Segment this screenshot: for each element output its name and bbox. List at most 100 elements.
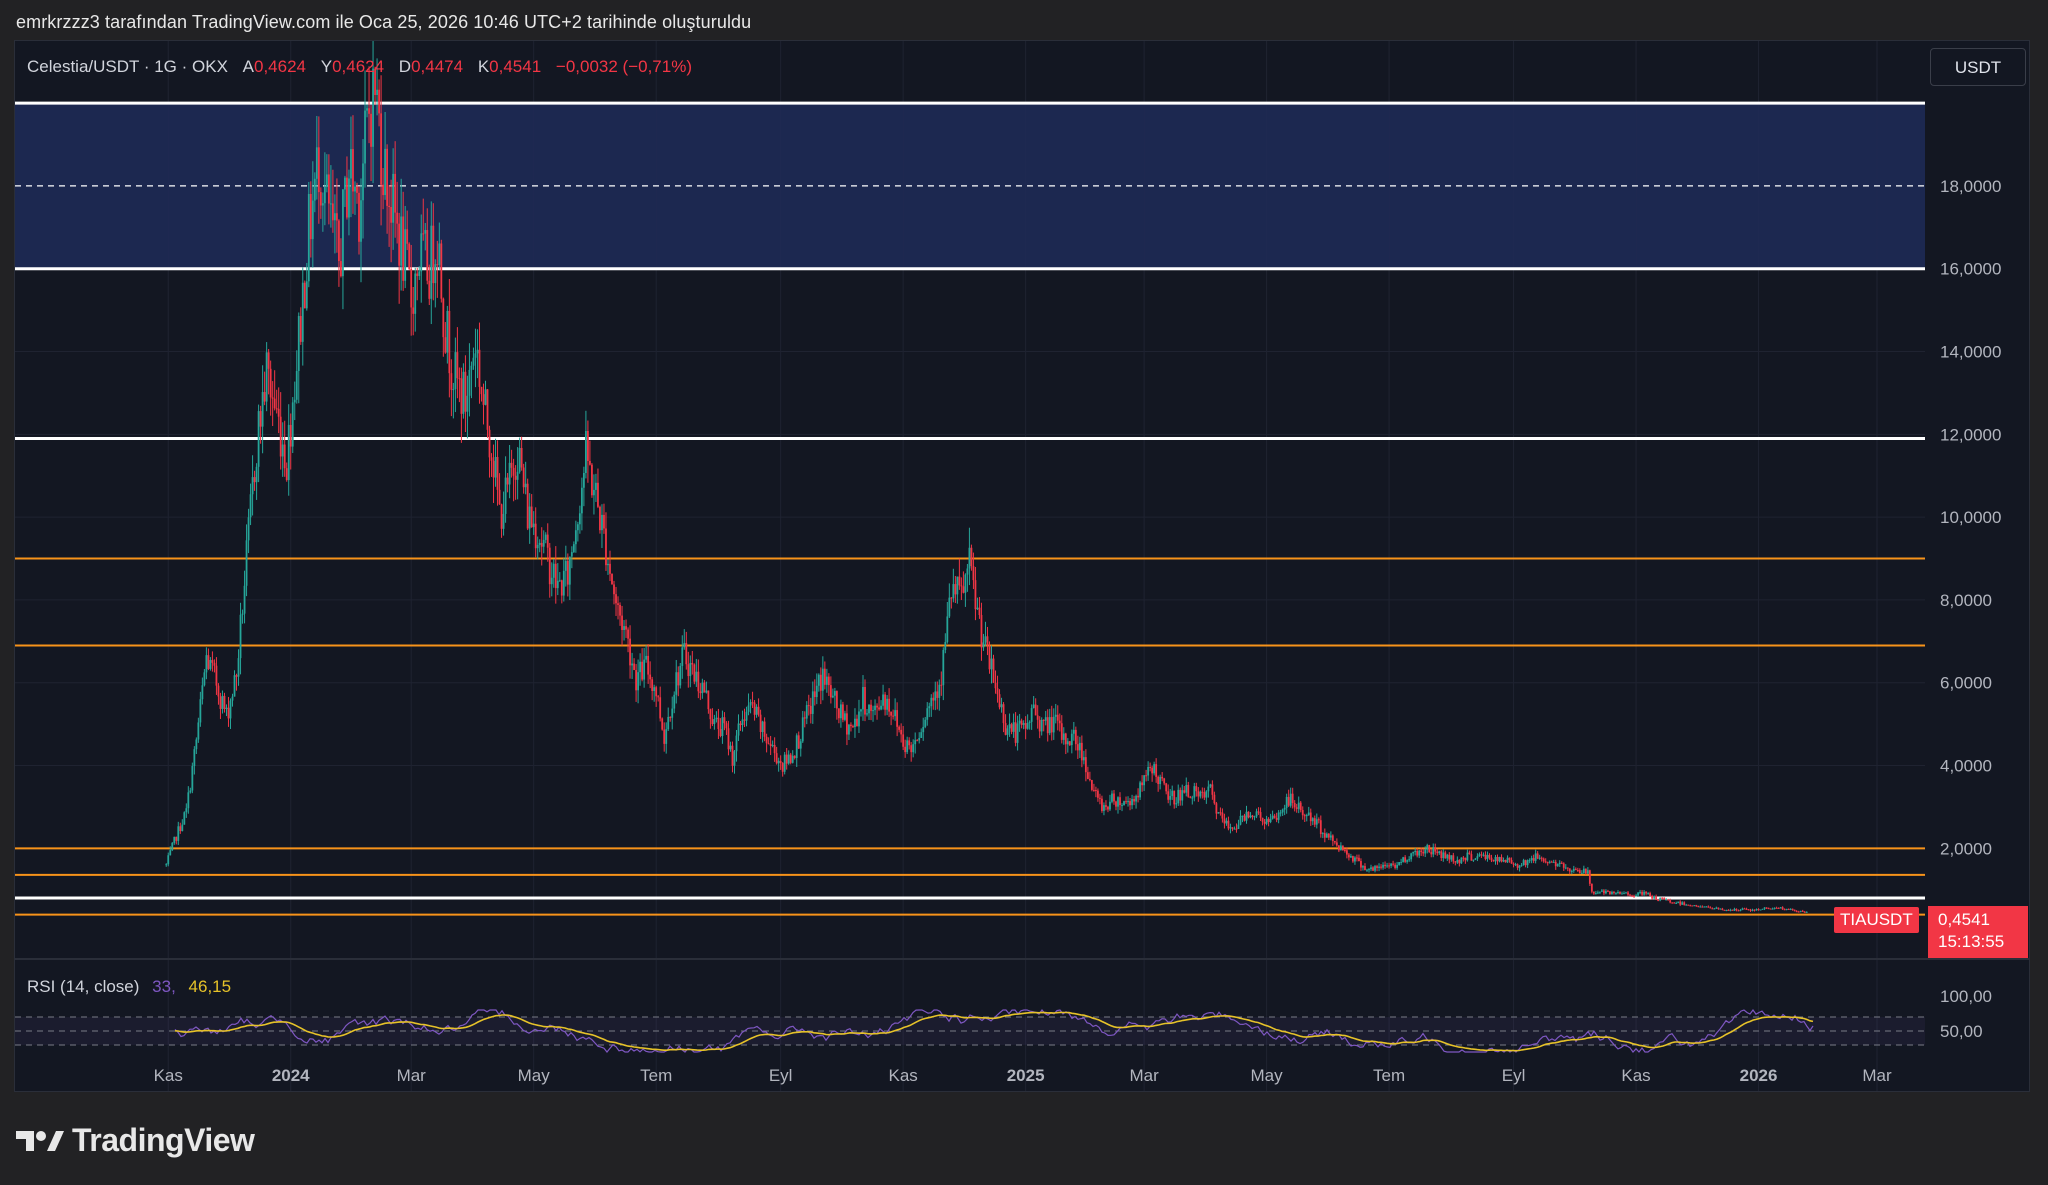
candle-body (512, 467, 515, 476)
candle-body (1197, 791, 1200, 797)
candle-body (1072, 729, 1075, 734)
candle-body (1117, 797, 1119, 807)
candle-body (231, 696, 234, 701)
price-chart[interactable]: 2,0000 4,0000 6,0000 8,0000 10,0000 12,0000 14… (15, 41, 2029, 1091)
currency-selector[interactable]: USDT (1930, 48, 2026, 86)
candle-body (247, 517, 250, 541)
candle-body (1125, 801, 1127, 803)
candle-body (639, 661, 642, 673)
candle-body (454, 352, 457, 390)
candle-body (179, 826, 182, 832)
candle-body (1305, 814, 1308, 817)
candle-body (1440, 851, 1443, 859)
candle-body (1572, 868, 1575, 871)
candle-body (518, 447, 521, 472)
candle-body (1339, 845, 1342, 851)
candle-body (1444, 852, 1447, 859)
candle-body (625, 626, 627, 630)
candle-body (582, 472, 585, 488)
candle-body (749, 702, 752, 706)
candle-body (1486, 854, 1489, 859)
candle-body (546, 534, 549, 548)
tradingview-logo[interactable]: TradingView (16, 1122, 255, 1159)
candle-body (1209, 784, 1212, 787)
candle-body (1693, 905, 1696, 907)
candle-body (1163, 778, 1166, 784)
low-label: D (398, 57, 412, 76)
candle-body (1271, 815, 1274, 820)
candle-body (1737, 910, 1740, 912)
candle-body (789, 754, 792, 763)
candle-body (848, 724, 850, 735)
candle-body (1769, 908, 1772, 910)
candle-body (633, 663, 635, 671)
candle-body (948, 597, 951, 617)
candle-body (1422, 851, 1425, 854)
candle-body (1494, 856, 1497, 862)
candle-body (1225, 820, 1228, 824)
candle-body (205, 655, 208, 673)
candle-body (221, 695, 224, 709)
candle-body (1090, 780, 1093, 790)
candle-body (1472, 859, 1475, 861)
candle-body (287, 424, 290, 481)
candle-body (1446, 854, 1449, 859)
candle-body (217, 685, 220, 697)
candle-body (1030, 708, 1033, 722)
candle-body (1763, 907, 1766, 909)
x-tick-label: Tem (1373, 1066, 1405, 1085)
candle-body (374, 68, 376, 96)
candle-body (1625, 892, 1627, 894)
candle-body (442, 298, 445, 338)
candle-body (1536, 853, 1539, 859)
chart-frame[interactable]: 2,0000 4,0000 6,0000 8,0000 10,0000 12,0000 14… (14, 40, 2030, 1092)
candle-body (187, 792, 190, 809)
candle-body (831, 695, 834, 698)
candle-body (998, 694, 1001, 708)
candle-body (257, 411, 260, 467)
candle-body (862, 687, 864, 710)
candle-body (1432, 847, 1435, 855)
candle-body (996, 688, 999, 695)
candle-body (1058, 720, 1061, 724)
rsi-value: 33, (152, 977, 176, 996)
candle-body (835, 691, 838, 709)
candle-body (1590, 883, 1593, 892)
candle-body (1333, 841, 1336, 843)
candle-body (1508, 857, 1511, 861)
candle-body (1592, 891, 1595, 894)
candle-body (1787, 908, 1790, 910)
candle-body (1406, 860, 1409, 862)
candle-body (1528, 860, 1531, 862)
symbol-legend: Celestia/USDT · 1G · OKX A0,4624 Y0,4624… (27, 57, 692, 77)
candle-body (1400, 862, 1403, 864)
candle-body (538, 542, 541, 545)
candle-body (1137, 795, 1139, 798)
y-tick-label: 4,0000 (1940, 757, 1992, 776)
candle-body (886, 698, 888, 710)
candle-body (703, 682, 706, 693)
candle-body (1183, 790, 1186, 793)
candle-body (1526, 860, 1529, 866)
candle-body (1522, 860, 1525, 866)
candle-body (1603, 890, 1605, 894)
candle-body (745, 711, 748, 721)
candle-body (1454, 861, 1457, 863)
candle-body (516, 471, 519, 480)
symbol-name: Celestia/USDT · 1G · OKX (27, 57, 228, 76)
last-price: 0,4541 (1938, 910, 1990, 929)
candle-body (1458, 859, 1461, 864)
candle-body (1667, 899, 1670, 901)
candle-body (1560, 862, 1563, 864)
candle-body (560, 580, 563, 596)
candle-body (767, 743, 770, 745)
candle-body (842, 704, 844, 720)
candle-body (1500, 857, 1503, 862)
candle-body (331, 203, 334, 221)
candle-body (1568, 868, 1571, 872)
candle-body (1078, 742, 1081, 751)
candle-body (1647, 893, 1649, 895)
candle-body (1048, 717, 1051, 734)
candle-body (1805, 911, 1808, 913)
tradingview-logo-icon (16, 1130, 64, 1151)
